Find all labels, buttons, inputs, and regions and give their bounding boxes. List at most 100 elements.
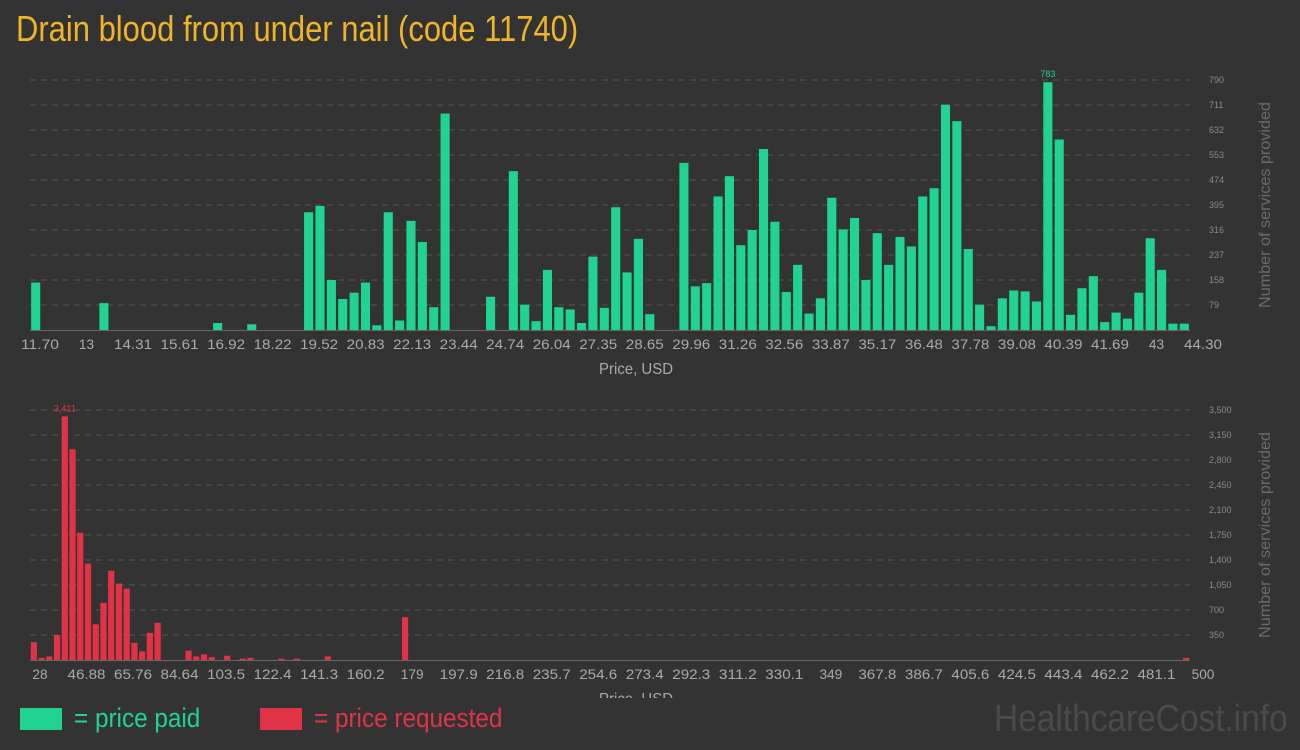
bar: [1043, 82, 1053, 330]
bar: [440, 113, 450, 330]
bar: [61, 416, 68, 660]
bar: [645, 314, 655, 330]
bar: [1145, 238, 1155, 330]
y-tick-label: 1,750: [1209, 530, 1232, 540]
bar: [185, 650, 192, 660]
bar: [724, 176, 734, 330]
legend-item-requested: = price requested: [260, 703, 523, 734]
bar: [554, 307, 564, 330]
y-tick-labels: 350 700 1,050 1,400 1,750 2,100 2,450 2,800 3,15…: [1209, 405, 1232, 640]
bar: [1054, 139, 1064, 330]
bar: [622, 272, 632, 330]
y-tick-label: 553: [1209, 150, 1224, 160]
y-tick-labels: 79 158 237 316 395 474 553 632 711 790: [1209, 75, 1224, 310]
x-tick-label: 44.30: [1184, 336, 1222, 352]
bar: [146, 632, 153, 660]
x-tick-label: 18.22: [254, 336, 292, 352]
legend-label-paid: = price paid: [74, 703, 201, 733]
x-tick-label: 23.44: [440, 336, 478, 352]
bar: [46, 656, 53, 660]
x-tick-label: 11.70: [21, 336, 59, 352]
bar: [633, 238, 643, 330]
bar: [360, 282, 371, 330]
legend-swatch-paid: [20, 707, 62, 730]
bar: [690, 286, 700, 330]
y-tick-label: 350: [1209, 630, 1224, 640]
bar: [804, 313, 814, 330]
bar: [131, 642, 138, 660]
price-requested-chart: 350 700 1,050 1,400 1,750 2,100 2,450 2,800 3,15…: [30, 403, 1274, 698]
y-tick-label: 700: [1209, 605, 1224, 615]
bar: [986, 326, 996, 330]
bar: [736, 245, 746, 330]
bar: [247, 324, 257, 330]
bar: [1134, 292, 1144, 330]
bars: [31, 82, 1189, 331]
x-tick-label: 311.2: [719, 666, 757, 682]
x-tick-label: 179: [401, 666, 424, 682]
x-tick-label: 24.74: [486, 336, 524, 352]
legend-swatch-requested: [260, 707, 303, 730]
bar: [679, 162, 689, 330]
x-tick-label: 197.9: [440, 666, 478, 682]
y-tick-label: 3,150: [1209, 430, 1232, 440]
bar: [1111, 312, 1121, 330]
bar: [611, 207, 621, 330]
bar: [770, 221, 780, 330]
x-tick-label: 31.26: [719, 336, 757, 352]
max-value-label: 783: [1040, 69, 1055, 79]
y-tick-label: 711: [1209, 100, 1223, 110]
x-axis-title: Price, USD: [599, 691, 673, 698]
bar: [349, 292, 359, 330]
bar: [895, 236, 905, 330]
x-tick-label: 16.92: [207, 336, 245, 352]
x-tick-label: 41.69: [1091, 336, 1129, 352]
y-grid: [30, 79, 1190, 306]
x-tick-label: 292.3: [672, 666, 710, 682]
x-tick-label: 122.4: [254, 666, 292, 682]
x-tick-label: 141.3: [300, 666, 338, 682]
legend-label-requested: = price requested: [314, 703, 503, 733]
x-tick-label: 367.8: [858, 666, 896, 682]
x-tick-labels: 28 46.88 65.76 84.64 103.5 122.4 141.3 160.2 179…: [32, 666, 1214, 682]
x-axis-title: Price, USD: [599, 361, 673, 378]
bar: [952, 121, 962, 330]
bar: [224, 655, 231, 660]
x-tick-label: 216.8: [486, 666, 524, 682]
y-tick-label: 632: [1209, 125, 1224, 135]
bar: [758, 148, 769, 330]
bar: [588, 256, 598, 330]
x-tick-label: 15.61: [161, 336, 199, 352]
bar: [239, 658, 246, 660]
bar: [747, 230, 757, 330]
bar: [315, 205, 325, 330]
y-tick-label: 79: [1209, 300, 1219, 310]
bar: [542, 269, 552, 330]
bar: [884, 264, 894, 330]
bar: [30, 642, 37, 660]
bar: [1077, 288, 1087, 330]
bar: [1066, 314, 1076, 330]
bar: [861, 280, 871, 330]
bar: [849, 217, 860, 330]
x-tick-label: 13: [79, 336, 94, 352]
bar: [123, 588, 130, 660]
bar: [929, 188, 939, 330]
bar: [293, 658, 300, 660]
y-axis-title: Number of services provided: [1257, 102, 1274, 308]
bar: [838, 229, 848, 330]
bar: [154, 622, 161, 660]
y-tick-label: 474: [1209, 175, 1224, 185]
bar: [577, 323, 587, 330]
bar: [304, 212, 314, 330]
bar: [1168, 323, 1178, 330]
x-tick-label: 43: [1149, 336, 1164, 352]
bar: [324, 656, 331, 660]
bar: [213, 323, 223, 330]
x-tick-label: 36.48: [905, 336, 943, 352]
x-tick-label: 405.6: [951, 666, 989, 682]
x-tick-label: 443.4: [1044, 666, 1082, 682]
x-tick-label: 32.56: [765, 336, 803, 352]
bar: [486, 296, 496, 330]
